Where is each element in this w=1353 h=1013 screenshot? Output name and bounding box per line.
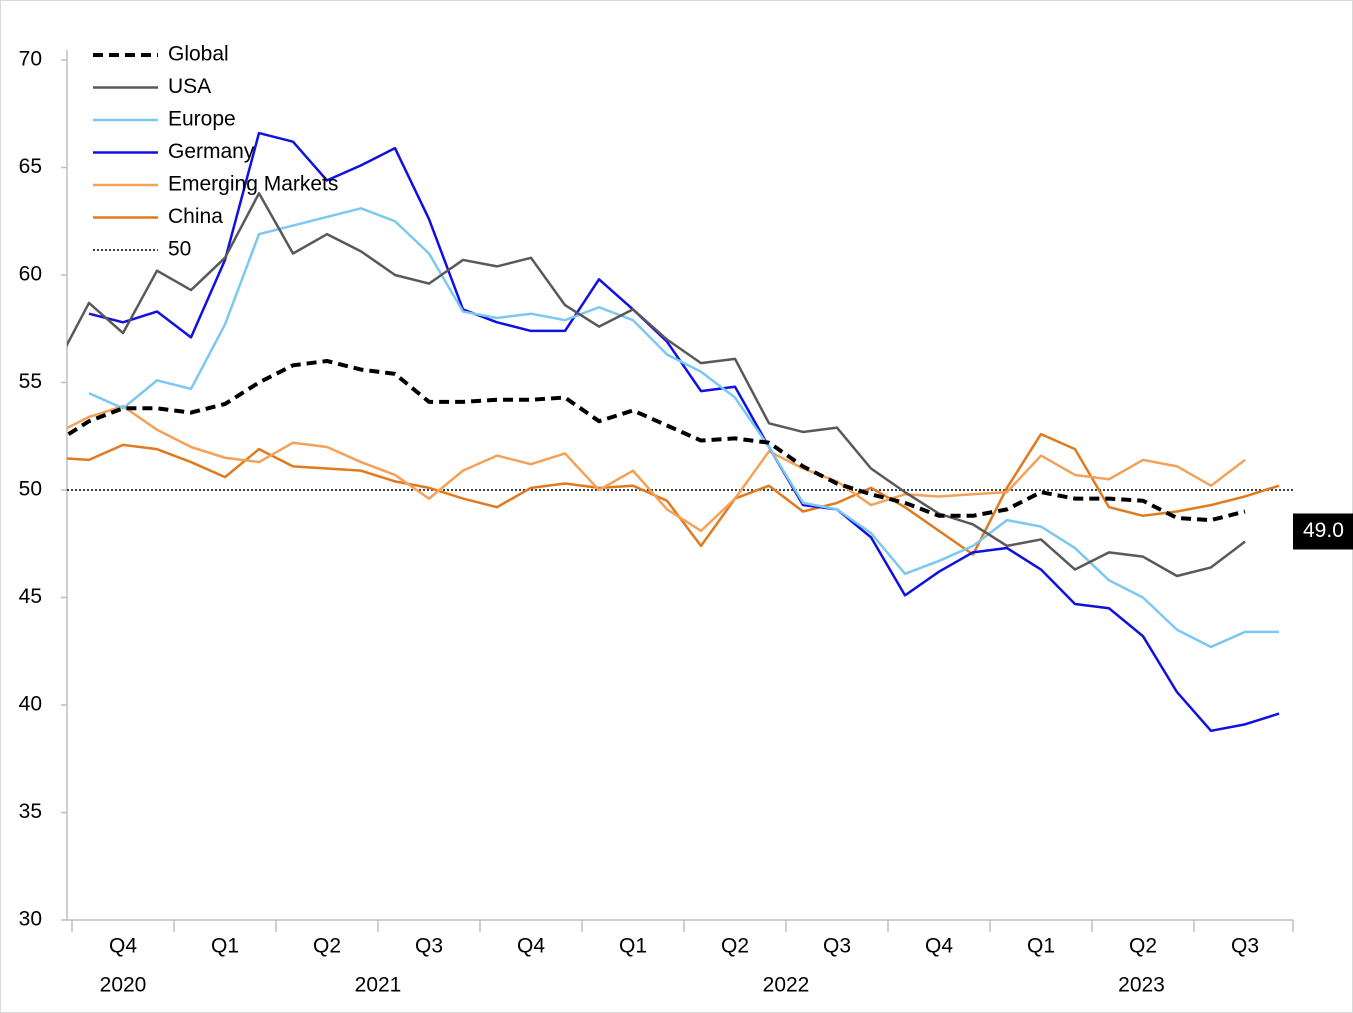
y-tick-label: 40 (19, 693, 42, 716)
legend-label: Global (168, 43, 229, 66)
year-label: 2020 (100, 974, 147, 997)
y-tick-label: 50 (19, 478, 42, 501)
y-tick-label: 45 (19, 585, 42, 608)
legend-label: USA (168, 75, 211, 98)
value-label: 49.0 (1303, 519, 1344, 542)
y-tick-label: 70 (19, 48, 42, 71)
y-tick-label: 60 (19, 263, 42, 286)
x-tick-label: Q3 (415, 935, 443, 958)
x-tick-label: Q4 (109, 935, 137, 958)
y-tick-label: 35 (19, 800, 42, 823)
legend-label: Europe (168, 108, 236, 131)
x-tick-label: Q4 (517, 935, 545, 958)
x-tick-label: Q2 (1129, 935, 1157, 958)
x-tick-label: Q3 (1231, 935, 1259, 958)
year-label: 2023 (1118, 974, 1165, 997)
x-tick-label: Q1 (1027, 935, 1055, 958)
plot-area (67, 131, 1293, 733)
x-tick-label: Q3 (823, 935, 851, 958)
series-line (88, 131, 1280, 733)
series-line (67, 359, 1246, 523)
year-label: 2021 (355, 974, 402, 997)
year-label: 2022 (763, 974, 810, 997)
legend-label: 50 (168, 238, 191, 261)
x-tick-label: Q2 (313, 935, 341, 958)
series-line (67, 404, 1246, 533)
series-line (88, 207, 1279, 649)
x-tick-label: Q4 (925, 935, 953, 958)
series-line (67, 192, 1246, 578)
y-tick-label: 55 (19, 370, 42, 393)
x-tick-label: Q2 (721, 935, 749, 958)
y-tick-label: 30 (19, 908, 42, 931)
value-label-box (1293, 513, 1353, 550)
x-tick-label: Q1 (619, 935, 647, 958)
legend-label: China (168, 205, 223, 228)
legend-label: Emerging Markets (168, 173, 338, 196)
series-line (67, 432, 1280, 556)
legend-label: Germany (168, 140, 255, 163)
y-tick-label: 65 (19, 155, 42, 178)
x-tick-label: Q1 (211, 935, 239, 958)
